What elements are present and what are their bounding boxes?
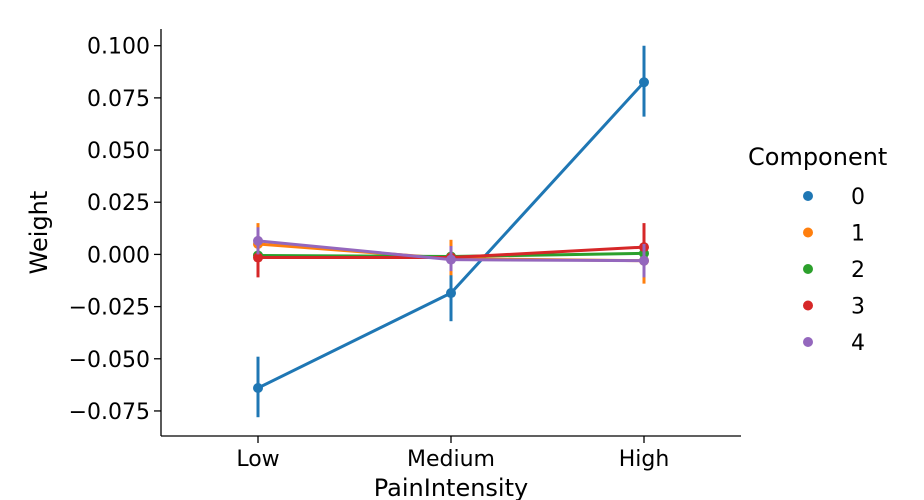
series-4 xyxy=(253,227,649,278)
legend-marker xyxy=(803,337,813,347)
y-tick-label: 0.050 xyxy=(87,139,150,164)
data-point xyxy=(446,254,456,265)
y-tick-label: −0.050 xyxy=(69,348,150,373)
legend-item: 4 xyxy=(803,331,865,356)
plot-area xyxy=(253,45,649,418)
legend-label: 0 xyxy=(851,185,865,210)
y-tick-label: 0.100 xyxy=(87,35,150,60)
x-axis-title: PainIntensity xyxy=(374,474,528,500)
y-ticks: 0.100 0.075 0.050 0.025 0.000 −0.025 −0.050 −0.… xyxy=(69,35,161,425)
legend: Component 0 1 2 3 4 xyxy=(748,143,887,356)
legend-marker xyxy=(803,300,813,311)
data-point xyxy=(253,235,263,246)
legend-label: 1 xyxy=(851,222,865,247)
y-tick-label: 0.000 xyxy=(87,243,150,268)
legend-item: 1 xyxy=(803,222,865,247)
data-point xyxy=(639,77,649,88)
y-tick-label: 0.075 xyxy=(87,87,150,112)
data-point xyxy=(253,382,263,393)
y-tick-label: −0.075 xyxy=(69,400,150,425)
y-tick-label: −0.025 xyxy=(69,296,150,321)
x-tick-label: High xyxy=(619,447,670,472)
legend-label: 2 xyxy=(851,258,865,283)
data-point xyxy=(446,288,456,299)
legend-marker xyxy=(803,227,813,238)
legend-item: 2 xyxy=(803,258,865,283)
y-axis-title: Weight xyxy=(25,191,53,275)
legend-label: 3 xyxy=(851,295,865,320)
data-point xyxy=(253,252,263,263)
legend-item: 3 xyxy=(803,295,865,320)
legend-marker xyxy=(803,191,813,201)
data-point xyxy=(639,255,649,266)
legend-label: 4 xyxy=(851,331,865,356)
legend-marker xyxy=(803,264,813,274)
legend-title: Component xyxy=(748,143,887,171)
x-ticks: Low Medium High xyxy=(236,436,669,472)
legend-item: 0 xyxy=(803,185,865,210)
series-0 xyxy=(253,45,649,418)
x-tick-label: Low xyxy=(236,447,279,472)
y-tick-label: 0.025 xyxy=(87,191,150,216)
series-line xyxy=(257,81,646,390)
x-tick-label: Medium xyxy=(407,447,495,472)
